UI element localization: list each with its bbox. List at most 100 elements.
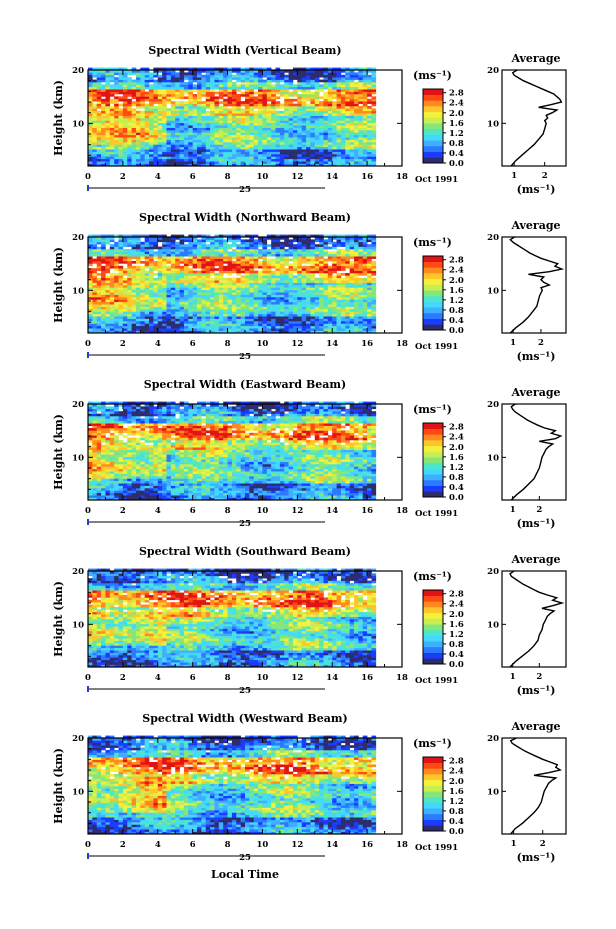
heatmap-cell bbox=[327, 297, 333, 300]
heatmap-cell bbox=[297, 253, 302, 257]
heatmap-cell bbox=[288, 106, 294, 109]
heatmap-cell bbox=[205, 251, 211, 255]
heatmap-cell bbox=[192, 72, 198, 76]
heatmap-cell bbox=[179, 127, 185, 131]
heatmap-cell bbox=[266, 163, 272, 167]
heatmap-cell bbox=[144, 253, 150, 257]
heatmap-cell bbox=[249, 309, 255, 312]
heatmap-cell bbox=[336, 311, 342, 315]
heatmap-cell bbox=[205, 151, 211, 155]
heatmap-cell bbox=[101, 251, 106, 255]
heatmap-cell bbox=[135, 323, 141, 327]
heatmap-cell bbox=[153, 72, 159, 76]
heatmap-cell bbox=[297, 287, 302, 291]
heatmap-cell bbox=[131, 110, 137, 114]
heatmap-cell bbox=[109, 321, 115, 324]
heatmap-cell bbox=[362, 72, 368, 76]
heatmap-cell bbox=[279, 154, 285, 157]
heatmap-cell bbox=[149, 301, 154, 305]
heatmap-cell bbox=[323, 304, 329, 307]
heatmap-cell bbox=[170, 258, 176, 262]
heatmap-cell bbox=[210, 246, 215, 250]
heatmap-cell bbox=[301, 125, 307, 128]
heatmap-cell bbox=[157, 285, 163, 288]
heatmap-cell bbox=[240, 144, 246, 148]
heatmap-cell bbox=[284, 237, 289, 240]
heatmap-cell bbox=[88, 328, 93, 331]
heatmap-cell bbox=[135, 110, 141, 114]
heatmap-cell bbox=[179, 316, 185, 319]
heatmap-cell bbox=[319, 244, 324, 247]
heatmap-cell bbox=[192, 256, 198, 259]
heatmap-cell bbox=[310, 289, 316, 293]
heatmap-cell bbox=[292, 130, 298, 133]
heatmap-cell bbox=[179, 311, 185, 315]
heatmap-cell bbox=[306, 163, 311, 167]
heatmap-cell bbox=[197, 306, 202, 310]
heatmap-cell bbox=[183, 163, 189, 167]
heatmap-cell bbox=[179, 297, 185, 300]
heatmap-cell bbox=[279, 285, 285, 288]
heatmap-cell bbox=[96, 120, 102, 124]
heatmap-cell bbox=[88, 282, 93, 286]
heatmap-cell bbox=[144, 91, 150, 95]
heatmap-cell bbox=[223, 122, 228, 126]
heatmap-cell bbox=[183, 323, 189, 327]
heatmap-cell bbox=[332, 311, 337, 315]
heatmap-cell bbox=[109, 115, 115, 119]
heatmap-cell bbox=[192, 110, 198, 114]
heatmap-cell bbox=[122, 94, 128, 97]
heatmap-cell bbox=[105, 289, 111, 293]
heatmap-cell bbox=[301, 113, 307, 116]
heatmap-cell bbox=[188, 151, 193, 155]
heatmap-cell bbox=[210, 261, 215, 264]
heatmap-cell bbox=[192, 323, 198, 327]
heatmap-cell bbox=[175, 127, 180, 131]
heatmap-cell bbox=[144, 270, 150, 274]
heatmap-cell bbox=[140, 142, 145, 145]
heatmap-cell bbox=[183, 285, 189, 288]
heatmap-cell bbox=[258, 77, 263, 80]
heatmap-cell bbox=[210, 110, 215, 114]
heatmap-cell bbox=[192, 258, 198, 262]
heatmap-cell bbox=[162, 316, 167, 319]
heatmap-cell bbox=[249, 106, 255, 109]
heatmap-cell bbox=[122, 122, 128, 126]
heatmap-cell bbox=[92, 134, 98, 138]
heatmap-cell bbox=[362, 108, 368, 112]
heatmap-cell bbox=[349, 156, 355, 160]
heatmap-cell bbox=[149, 261, 154, 264]
heatmap-cell bbox=[92, 306, 98, 310]
heatmap-cell bbox=[271, 275, 276, 279]
heatmap-cell bbox=[131, 154, 137, 157]
heatmap-cell bbox=[245, 151, 250, 155]
heatmap-cell bbox=[279, 94, 285, 97]
heatmap-cell bbox=[157, 299, 163, 303]
heatmap-cell bbox=[371, 122, 377, 126]
heatmap-cell bbox=[371, 115, 377, 119]
heatmap-cell bbox=[188, 289, 193, 293]
heatmap-cell bbox=[292, 306, 298, 310]
heatmap-cell bbox=[122, 156, 128, 160]
heatmap-cell bbox=[153, 328, 159, 331]
heatmap-cell bbox=[135, 268, 141, 271]
heatmap-cell bbox=[149, 313, 154, 317]
heatmap-cell bbox=[118, 316, 124, 319]
heatmap-cell bbox=[135, 74, 141, 78]
heatmap-cell bbox=[149, 142, 154, 145]
heatmap-cell bbox=[258, 287, 263, 291]
heatmap-cell bbox=[336, 84, 342, 88]
heatmap-cell bbox=[140, 273, 145, 276]
heatmap-cell bbox=[218, 149, 224, 152]
heatmap-cell bbox=[297, 113, 302, 116]
heatmap-cell bbox=[170, 313, 176, 317]
heatmap-cell bbox=[127, 115, 132, 119]
heatmap-cell bbox=[153, 67, 159, 71]
heatmap-cell bbox=[306, 282, 311, 286]
heatmap-cell bbox=[319, 316, 324, 319]
heatmap-cell bbox=[284, 270, 289, 274]
heatmap-cell bbox=[205, 277, 211, 281]
heatmap-cell bbox=[258, 241, 263, 245]
heatmap-cell bbox=[127, 94, 132, 97]
heatmap-cell bbox=[371, 96, 377, 100]
